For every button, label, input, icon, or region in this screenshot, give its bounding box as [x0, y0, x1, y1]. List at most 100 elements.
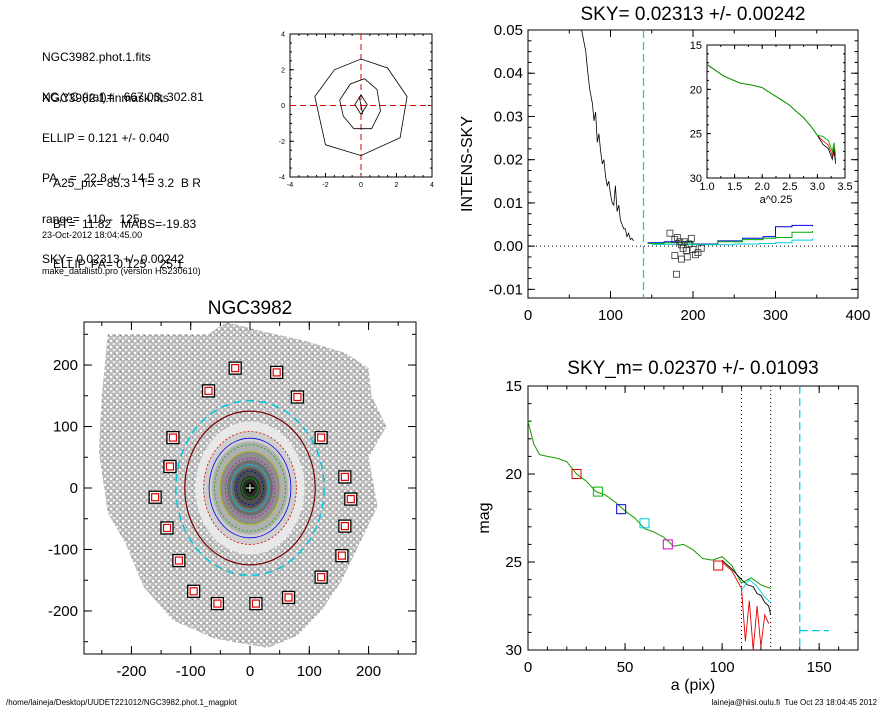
info-line: NGC3982.phot.1.fits [42, 50, 151, 64]
sky-xtick-label: 200 [680, 307, 705, 324]
inset-xtick-label: 3.0 [810, 181, 825, 193]
mag-xtick-label: 100 [710, 659, 735, 676]
mag-ytick-label: 25 [505, 554, 522, 571]
mag-profile-black [721, 559, 772, 615]
mag-square-marker [639, 518, 650, 529]
isophote-ellipse [203, 431, 297, 545]
contour-xtick-label: -4 [287, 182, 293, 189]
galaxy-title: NGC3982 [208, 298, 293, 319]
sky-box-marker-inner [272, 368, 281, 377]
sky-box-marker-inner [151, 493, 160, 502]
mag-ytick-label: 30 [505, 642, 522, 659]
pa-marker [358, 96, 364, 115]
galaxy-ytick-label: 100 [53, 419, 78, 436]
mag-square-marker [592, 486, 603, 497]
sky-box-marker [270, 365, 284, 380]
mag-xlabel: a (pix) [671, 677, 715, 694]
sky-box-point [673, 270, 680, 278]
sky-box-marker [338, 470, 352, 484]
sky-box-marker [249, 596, 263, 611]
sky-box-marker [314, 570, 328, 584]
inset-background [707, 45, 845, 178]
isophote-contour [314, 58, 408, 157]
sky-ytick-label: -0.01 [489, 281, 523, 298]
sky-box-marker-inner [251, 599, 261, 608]
sky-box-marker-inner [231, 364, 240, 373]
sky-intensity-plot: 0 100 200 300 400 -0.01 0.00 0.01 0.02 0.03 0.04 0.… [459, 4, 871, 324]
galaxy-xtick-label: 100 [297, 663, 322, 680]
galaxy-image [98, 322, 387, 648]
sky-ytick-label: 0.03 [494, 108, 523, 125]
inner-sky-ellipse [184, 410, 316, 566]
isophote-ellipse [241, 477, 259, 499]
sky-box-point [671, 252, 679, 260]
galaxy-image-plot: -200 -100 0 100 200 -200 -100 0 100 200 NGC3982 [48, 298, 417, 680]
galaxy-ytick-label: 200 [53, 357, 78, 374]
sky-box-point [682, 247, 690, 254]
mag-ytick-label: 15 [505, 378, 522, 395]
inset-profile-green [706, 64, 837, 156]
sky-xtick-label: 0 [524, 307, 532, 324]
sky-box-marker-inner [174, 556, 183, 565]
sky-box-point [683, 253, 691, 261]
galaxy-ytick-label: -200 [48, 603, 78, 620]
mag-xtick-label: 150 [807, 659, 832, 676]
isophote-ellipse [214, 444, 286, 532]
sky-box-marker [187, 584, 201, 598]
mag-profile-green [527, 421, 771, 589]
contour-xtick-label: -2 [322, 182, 328, 189]
magnitude-profile-plot: 0 50 100 150 15 20 25 30 SKY_m= 0.02370 +/- 0.01… [476, 358, 859, 694]
sky-box-marker [290, 390, 305, 404]
galaxy-ytick-label: 0 [70, 480, 78, 497]
sky-box-point [681, 238, 689, 246]
sky-box-point [671, 236, 679, 244]
inset-ytick-label: 20 [690, 84, 702, 96]
contour-ytick-label: -2 [279, 139, 285, 146]
mag-square-marker [571, 469, 582, 479]
inset-ytick-label: 25 [690, 129, 702, 141]
mag-ytick-label: 20 [505, 466, 522, 483]
sky-box-marker-inner [168, 433, 178, 442]
sky-box-marker-inner [213, 599, 222, 608]
contour-ytick-label: -4 [279, 175, 285, 182]
mag-profile-red-base [527, 421, 771, 589]
isophote-ellipse [225, 457, 275, 519]
contour-ytick-label: 2 [281, 67, 285, 74]
sky-box-marker [344, 492, 358, 506]
inset-ytick-label: 30 [690, 173, 702, 185]
sky-ytick-label: 0.02 [494, 152, 523, 169]
footer-user-timestamp: laineja@hiisi.oulu.fi Tue Oct 23 18:04:4… [711, 698, 877, 707]
contour-xtick-label: 0 [359, 182, 363, 189]
galaxy-xtick-label: 0 [246, 663, 254, 680]
isophote-ellipse [230, 464, 270, 512]
sky-box-point [673, 234, 681, 241]
sky-box-marker [338, 519, 352, 533]
inset-xtick-label: 2.0 [755, 181, 770, 193]
isophote-ellipse [235, 470, 265, 505]
sky-step-line [651, 238, 814, 246]
inset-ytick-label: 15 [690, 40, 702, 52]
sky-box-marker [160, 521, 174, 535]
inset-xtick-label: 1.5 [727, 181, 742, 193]
sky-box-marker-inner [317, 573, 326, 582]
sky-ylabel: INTENS-SKY [459, 116, 476, 212]
info-line: BT= 11.82 MABS=-19.83 [53, 216, 197, 231]
info-line: A25_pix= 85.3 T= 3.2 B R [53, 176, 201, 190]
mag-square-marker [713, 560, 724, 571]
mag-profile-red [721, 561, 770, 651]
inset-xtick-label: 2.5 [782, 181, 797, 193]
contour-plot: -4 -2 0 2 4 -4 -2 0 2 4 [279, 32, 434, 190]
info-line: SKY= 0.02313 +/- 0.00242 [42, 252, 185, 266]
mag-square-marker [616, 504, 627, 515]
sky-box-marker [228, 361, 242, 375]
info-line: ELLIP = 0.121 +/- 0.040 [42, 130, 170, 145]
sky-box-point [692, 251, 699, 259]
sky-box-marker-inner [165, 462, 175, 471]
sky-xtick-label: 300 [763, 307, 788, 324]
sky-box-marker-inner [337, 551, 346, 560]
sky-ytick-label: 0.01 [494, 195, 523, 212]
sky-title: SKY= 0.02313 +/- 0.00242 [580, 4, 805, 25]
inset-xlabel: a^0.25 [760, 194, 793, 206]
outer-sky-ellipse [175, 399, 325, 577]
sky-box-point [678, 255, 685, 263]
